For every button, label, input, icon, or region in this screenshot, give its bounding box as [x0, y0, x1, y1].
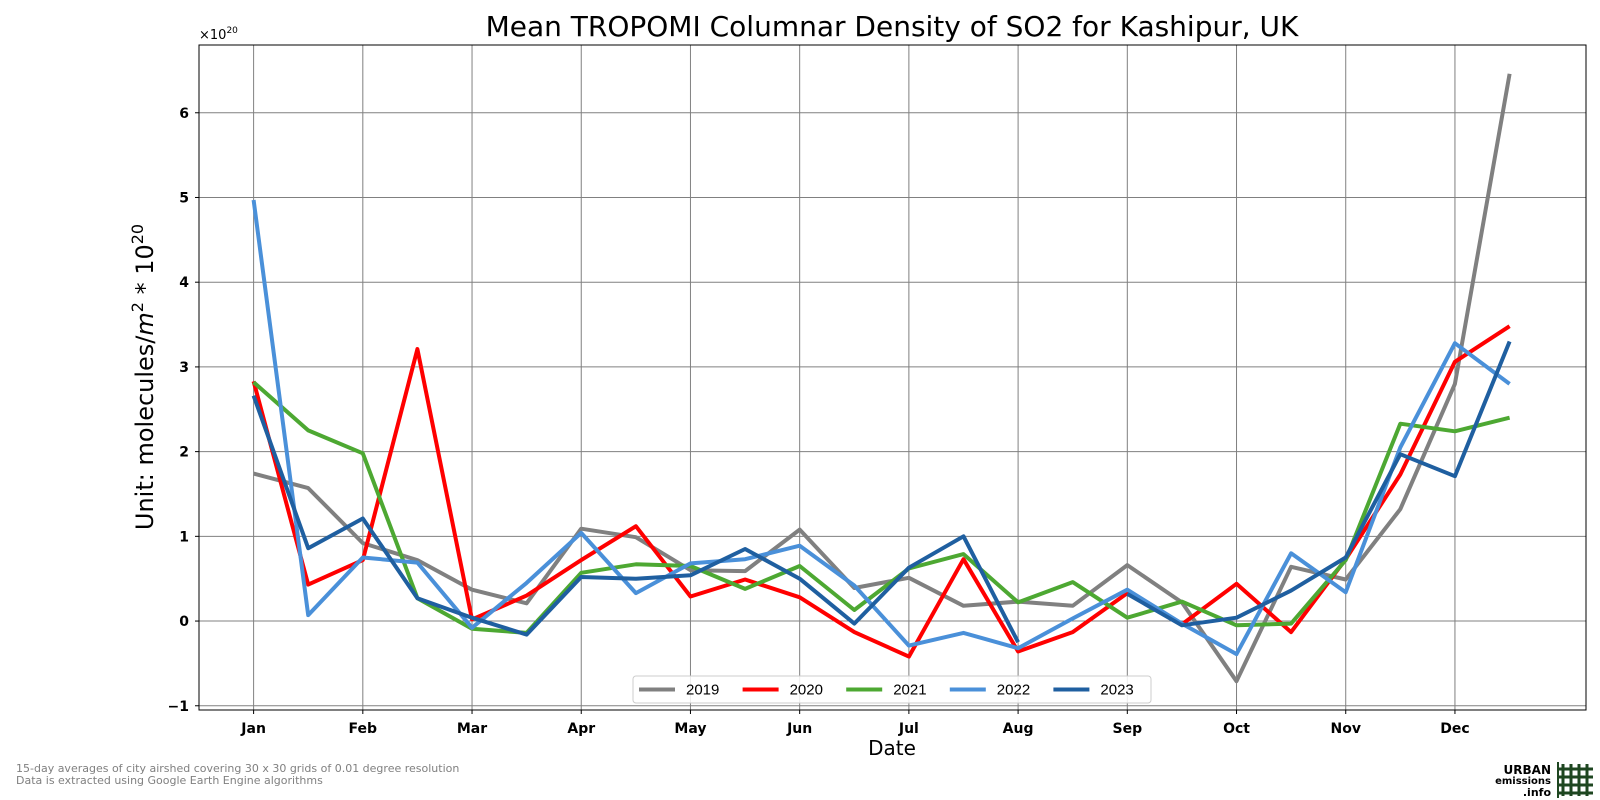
x-tick-label: Jun	[786, 721, 812, 737]
legend-label-2021: 2021	[893, 682, 926, 699]
y-tick-label: 1	[179, 529, 189, 545]
legend-label-2023: 2023	[1100, 682, 1133, 699]
x-tick-label: Aug	[1003, 721, 1034, 737]
x-tick-label: Oct	[1223, 721, 1250, 737]
y-tick-label: 5	[179, 190, 189, 206]
x-tick-label: Feb	[349, 721, 378, 737]
x-axis-label: Date	[868, 736, 916, 760]
x-tick-label: Dec	[1440, 721, 1469, 737]
y-axis-label: Unit: molecules/m2 * 1020	[128, 224, 159, 530]
grid-logo-icon	[1557, 762, 1597, 798]
y-tick-label: 4	[179, 275, 189, 291]
footnote-2: Data is extracted using Google Earth Eng…	[16, 774, 323, 787]
y-tick-label: 2	[179, 445, 189, 461]
series-lines	[254, 74, 1510, 681]
logo-line-urban: URBAN	[1504, 764, 1551, 776]
legend-label-2019: 2019	[686, 682, 719, 699]
y-tick-label: 3	[179, 360, 189, 376]
x-tick-label: Apr	[567, 721, 595, 737]
y-tick-label: 6	[179, 106, 189, 122]
x-tick-label: Jul	[898, 721, 919, 737]
x-tick-label: Jan	[240, 721, 266, 737]
chart-title: Mean TROPOMI Columnar Density of SO2 for…	[486, 10, 1299, 43]
logo-line-info: .info	[1523, 787, 1551, 799]
x-tick-label: Sep	[1113, 721, 1143, 737]
x-tick-label: Mar	[457, 721, 487, 737]
legend: 2019 2020 2021 2022 2023	[633, 676, 1151, 703]
y-tick-label: −1	[168, 699, 189, 715]
x-tick-label: Nov	[1330, 721, 1360, 737]
y-tick-label: 0	[179, 614, 189, 630]
y-offset-label: ×1020	[199, 26, 238, 43]
legend-label-2020: 2020	[790, 682, 823, 699]
legend-label-2022: 2022	[997, 682, 1030, 699]
plot-frame	[199, 45, 1586, 710]
grid	[199, 45, 1586, 710]
series-line-2023	[254, 342, 1510, 643]
urban-emissions-logo: URBAN emissions .info	[1497, 762, 1597, 798]
x-tick-label: May	[674, 721, 706, 737]
